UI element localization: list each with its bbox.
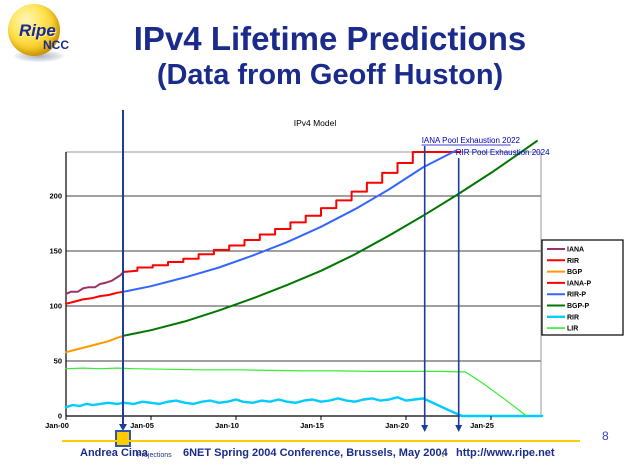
footer-author: Andrea Cima [80, 447, 148, 459]
y-tick-label: 150 [49, 247, 62, 256]
annotations: IANA Pool Exhaustion 2022 RIR Pool Exhaus… [421, 136, 550, 432]
x-tick-label: Jan-25 [470, 421, 494, 430]
logo-brand-ncc: NCC [43, 38, 69, 52]
legend-box [541, 239, 624, 336]
y-tick-label: 0 [58, 412, 62, 421]
gridlines [66, 195, 541, 362]
slide-title: IPv4 Lifetime Predictions [133, 20, 527, 57]
series-rir-p [122, 149, 457, 293]
series-lir [65, 367, 528, 417]
legend-label: BGP [567, 269, 583, 276]
chart-legend: IANA RIR BGP IANA-P RIR-P BGP-P RIR LIR [541, 239, 624, 336]
legend-label: RIR-P [567, 292, 586, 299]
x-tick-label: Jan-10 [215, 421, 239, 430]
series-iana-p [122, 151, 462, 273]
slide-subtitle: (Data from Geoff Huston) [156, 59, 504, 91]
footer-conference: 6NET Spring 2004 Conference, Brussels, M… [183, 447, 448, 459]
series-rir [64, 396, 544, 418]
axis-ticks: 0 50 100 150 200 Jan-00 Jan-05 Jan-10 Jan-15 Jan-… [45, 192, 494, 431]
chart-title: IPv4 Model [294, 118, 337, 128]
footer-rule [62, 440, 580, 442]
annotation-arrowhead-icon [455, 425, 463, 432]
y-tick-label: 50 [54, 357, 62, 366]
annotation-arrowhead-icon [421, 425, 429, 432]
ipv4-model-chart: IPv4 Model 0 50 100 150 200 Jan-00 Jan-05 Jan-1… [45, 118, 624, 459]
x-tick-label: Jan-05 [130, 421, 154, 430]
page-number: 8 [602, 429, 609, 443]
footer-separator-dot: . [441, 445, 445, 460]
ripe-ncc-logo: Ripe NCC [6, 4, 72, 64]
legend-label: IANA [567, 247, 584, 254]
y-tick-label: 200 [49, 192, 62, 201]
now-marker-line [122, 110, 124, 424]
x-tick-label: Jan-20 [385, 421, 409, 430]
now-marker-handle[interactable] [115, 430, 131, 447]
annotation-text: IANA Pool Exhaustion 2022 [422, 136, 521, 145]
footer-url[interactable]: http://www.ripe.net [456, 447, 555, 459]
annotation-text: RIR Pool Exhaustion 2024 [456, 148, 550, 157]
series-bgp [65, 334, 125, 354]
series-bgp-p [122, 140, 538, 337]
axes [65, 151, 542, 417]
legend-label: LIR [567, 326, 578, 333]
y-tick-label: 100 [49, 302, 62, 311]
legend-label: RIR [567, 314, 579, 321]
series-rir [65, 290, 125, 305]
x-tick-label: Jan-15 [300, 421, 324, 430]
data-series [64, 140, 544, 418]
logo-globe-icon [8, 4, 60, 56]
legend-label: RIR [567, 258, 579, 265]
legend-label: BGP-P [567, 303, 590, 310]
x-axis-title: Projections [137, 452, 172, 459]
series-iana [65, 270, 125, 295]
legend-label: IANA-P [567, 280, 591, 287]
logo-brand-ripe: Ripe [19, 21, 56, 40]
x-tick-label: Jan-00 [45, 421, 69, 430]
now-marker-arrowhead-icon [119, 424, 127, 431]
